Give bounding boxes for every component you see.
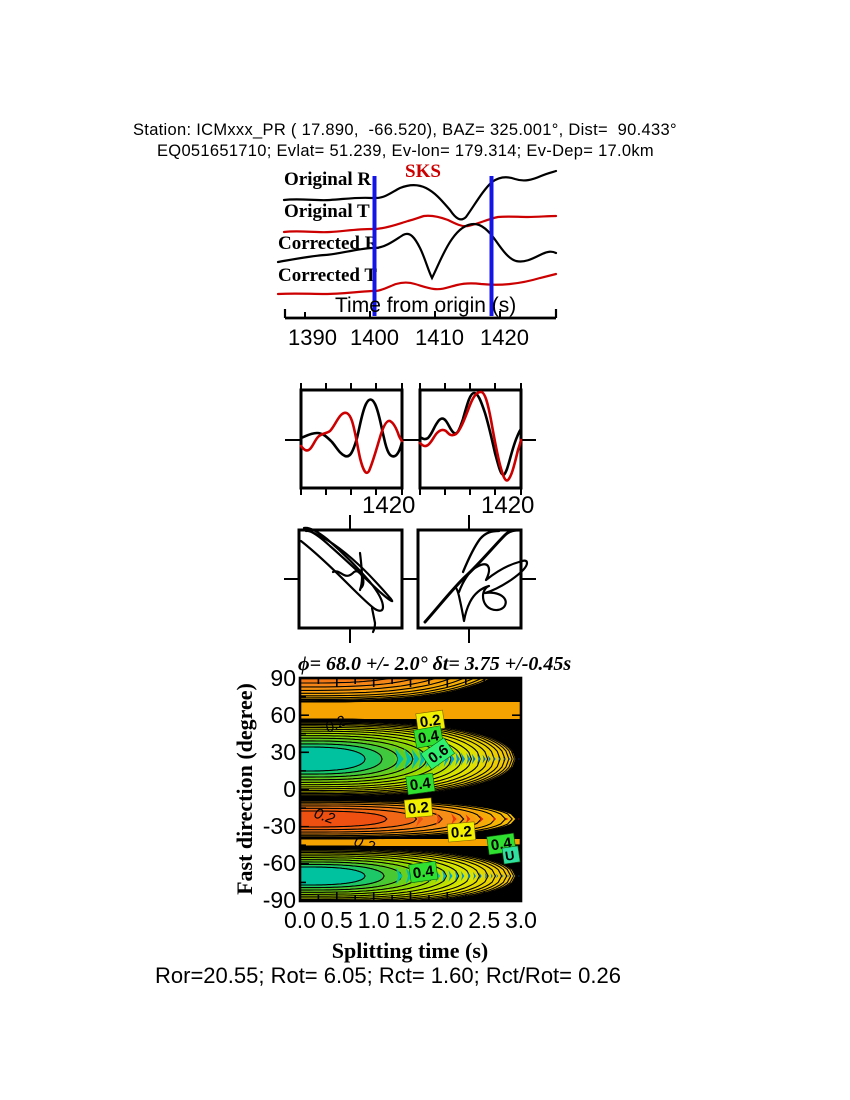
- svg-text:ϕ= 68.0 +/- 2.0° δt= 3.75 +/-: ϕ= 68.0 +/- 2.0° δt= 3.75 +/-0.45s: [298, 653, 571, 675]
- svg-text:1.0: 1.0: [358, 907, 390, 933]
- svg-text:0: 0: [283, 776, 296, 802]
- svg-text:3.0: 3.0: [505, 907, 537, 933]
- svg-text:0.2: 0.2: [450, 823, 472, 842]
- svg-text:90: 90: [270, 665, 296, 691]
- svg-text:30: 30: [270, 739, 296, 765]
- svg-text:0.5: 0.5: [321, 907, 353, 933]
- svg-text:1.5: 1.5: [395, 907, 427, 933]
- svg-text:Fast direction (degree): Fast direction (degree): [232, 683, 257, 895]
- svg-text:0.0: 0.0: [284, 907, 316, 933]
- svg-text:Ror=20.55; Rot= 6.05; Rct= 1.6: Ror=20.55; Rot= 6.05; Rct= 1.60; Rct/Rot…: [155, 963, 621, 988]
- svg-text:2.5: 2.5: [468, 907, 500, 933]
- svg-text:60: 60: [270, 702, 296, 728]
- svg-text:Splitting time (s): Splitting time (s): [332, 938, 488, 963]
- svg-text:-60: -60: [263, 850, 296, 876]
- svg-text:0.2: 0.2: [407, 799, 429, 818]
- svg-text:0.4: 0.4: [409, 774, 433, 794]
- svg-text:-30: -30: [263, 813, 296, 839]
- svg-text:0.4: 0.4: [412, 862, 436, 882]
- svg-text:2.0: 2.0: [431, 907, 463, 933]
